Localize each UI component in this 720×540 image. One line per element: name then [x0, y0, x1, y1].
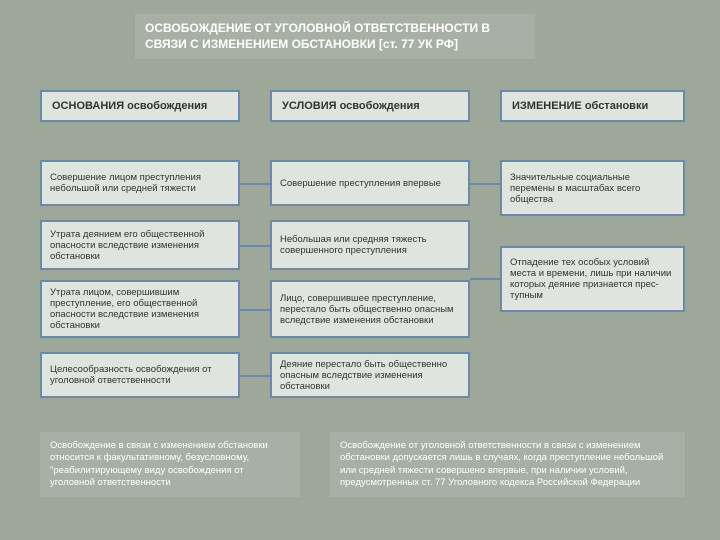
col3-row2-text: Отпадение тех особых условий места и вре… — [510, 257, 675, 301]
header-col3-label: ИЗМЕНЕНИЕ обстановки — [512, 100, 648, 112]
header-col2: УСЛОВИЯ освобождения — [270, 90, 470, 122]
col2-row2: Небольшая или средняя тяжесть совершенно… — [270, 220, 470, 270]
title-text: ОСВОБОЖДЕНИЕ ОТ УГОЛОВНОЙ ОТВЕТСТВЕННОСТ… — [145, 21, 490, 51]
col3-row1-text: Значительные соци­альные перемены в мас­… — [510, 172, 675, 205]
col3-row2: Отпадение тех особых условий места и вре… — [500, 246, 685, 312]
col2-row4-text: Деяние перестало быть общест­венно опасн… — [280, 359, 460, 392]
connector-r2 — [240, 245, 270, 247]
footer-left: Освобождение в связи с изменением обстан… — [40, 432, 300, 497]
col2-row1: Совершение преступления впервые — [270, 160, 470, 206]
col1-row4: Целесообразность освобождения от уголовн… — [40, 352, 240, 398]
col1-row4-text: Целесообразность освобождения от уголовн… — [50, 364, 230, 386]
col1-row1: Совершение лицом преступления небольшой … — [40, 160, 240, 206]
col1-row3-text: Утрата лицом, совершившим преступление, … — [50, 287, 230, 331]
col2-row3: Лицо, совершившее преступление, перестал… — [270, 280, 470, 338]
col3-row1: Значительные соци­альные перемены в мас­… — [500, 160, 685, 216]
col1-row1-text: Совершение лицом преступления небольшой … — [50, 172, 230, 194]
col2-row2-text: Небольшая или средняя тяжесть совершенно… — [280, 234, 460, 256]
footer-right: Освобождение от уголовной ответственност… — [330, 432, 685, 497]
title-box: ОСВОБОЖДЕНИЕ ОТ УГОЛОВНОЙ ОТВЕТСТВЕННОСТ… — [135, 14, 535, 59]
connector-c3-r1 — [470, 183, 500, 185]
connector-r3 — [240, 309, 270, 311]
footer-left-text: Освобождение в связи с изменением обстан… — [50, 440, 268, 488]
connector-c3-r2 — [470, 278, 500, 280]
col1-row3: Утрата лицом, совершившим преступление, … — [40, 280, 240, 338]
header-col3: ИЗМЕНЕНИЕ обстановки — [500, 90, 685, 122]
header-col1: ОСНОВАНИЯ освобождения — [40, 90, 240, 122]
footer-right-text: Освобождение от уголовной ответственност… — [340, 440, 663, 488]
col1-row2: Утрата деянием его общественной опасност… — [40, 220, 240, 270]
col1-row2-text: Утрата деянием его общественной опасност… — [50, 229, 230, 262]
col2-row4: Деяние перестало быть общест­венно опасн… — [270, 352, 470, 398]
header-col2-label: УСЛОВИЯ освобождения — [282, 100, 420, 112]
header-col1-label: ОСНОВАНИЯ освобождения — [52, 100, 207, 112]
connector-r1 — [240, 183, 270, 185]
col2-row3-text: Лицо, совершившее преступление, перестал… — [280, 293, 460, 326]
col2-row1-text: Совершение преступления впервые — [280, 178, 441, 189]
connector-r4 — [240, 375, 270, 377]
